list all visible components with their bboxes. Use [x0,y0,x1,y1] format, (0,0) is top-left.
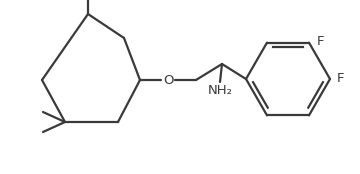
Text: F: F [316,35,324,48]
Text: O: O [163,73,173,86]
Text: F: F [337,72,345,85]
Text: NH₂: NH₂ [207,84,233,97]
